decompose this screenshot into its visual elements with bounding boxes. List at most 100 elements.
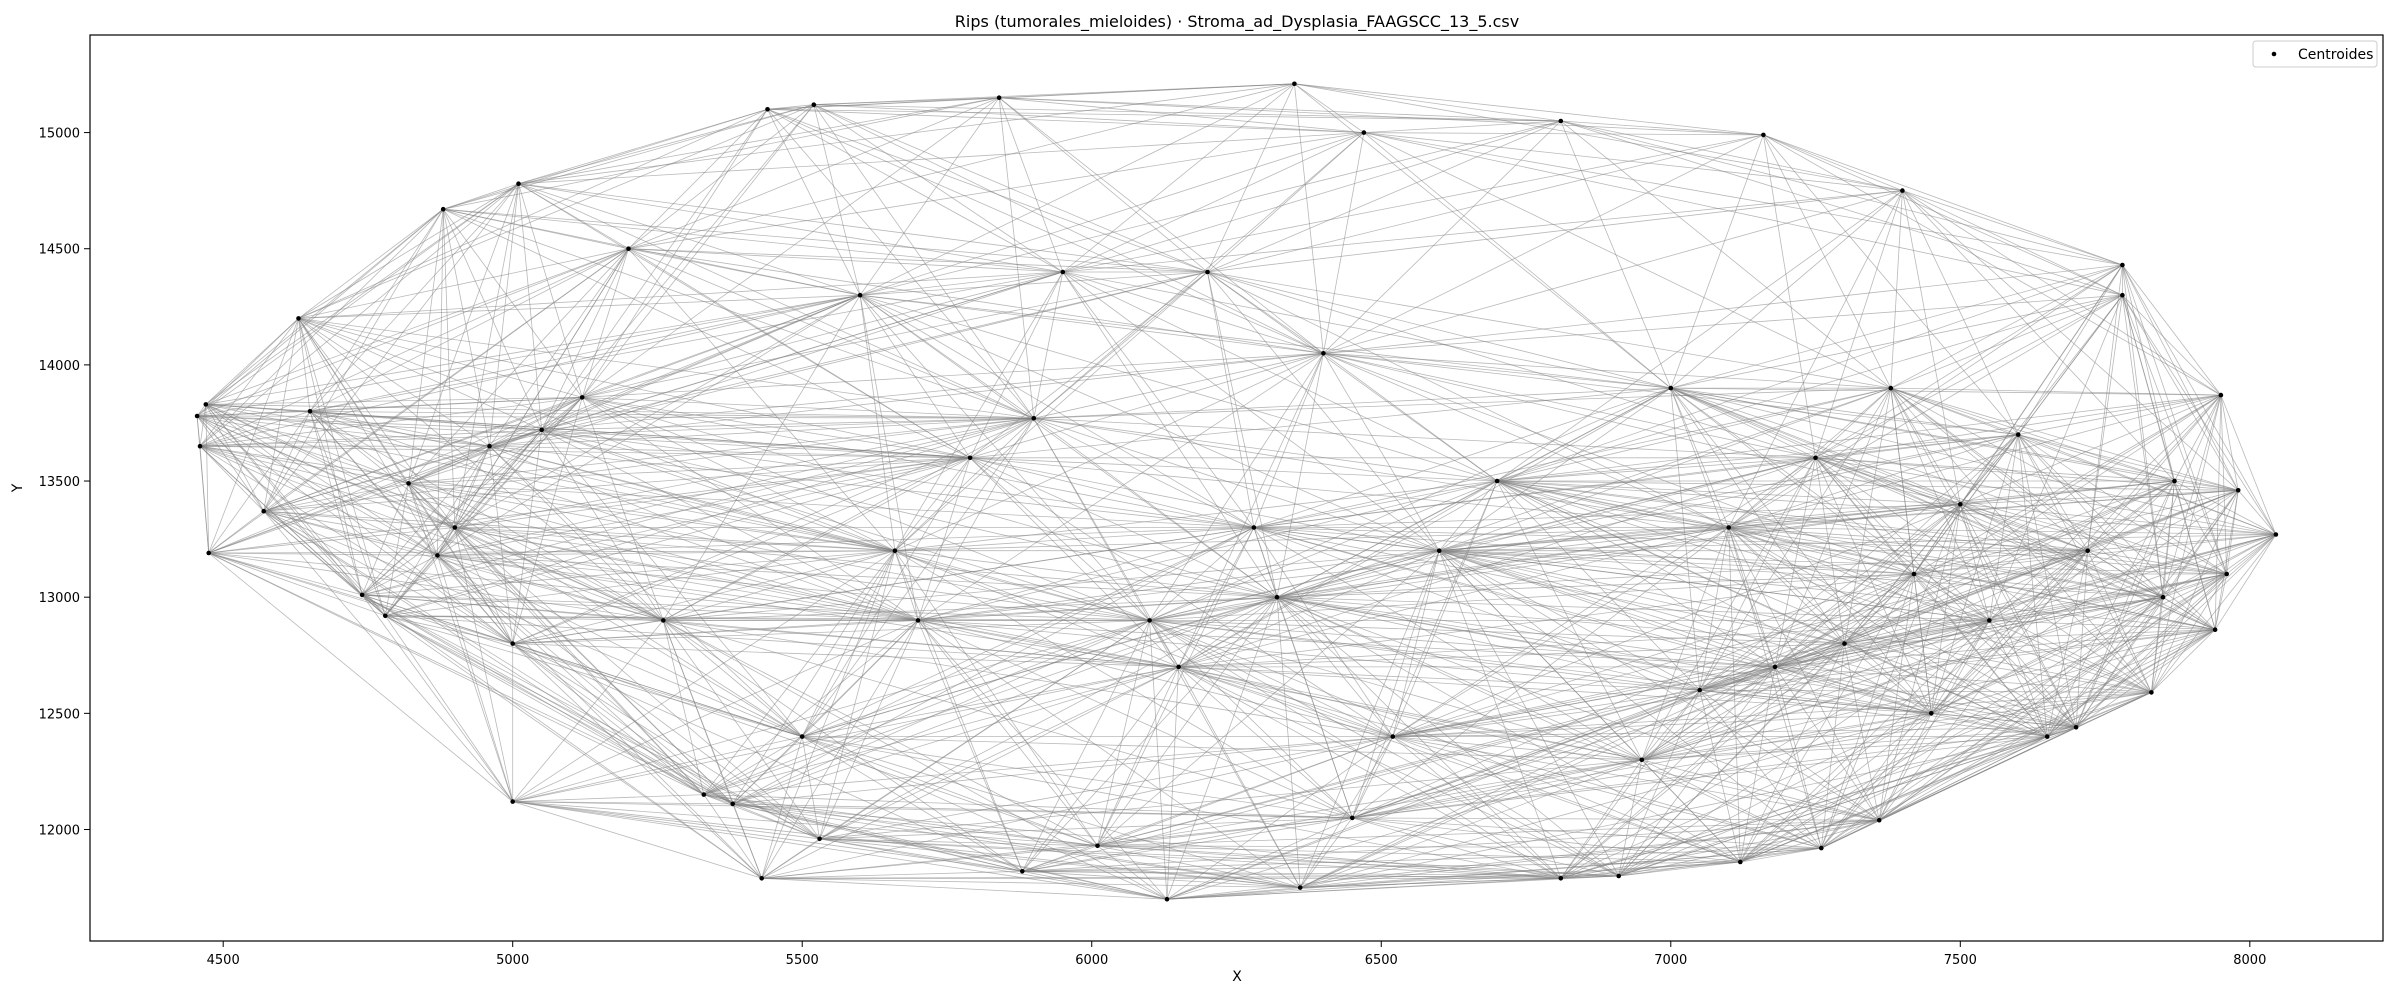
rips-edge-1125 — [1890, 190, 1903, 389]
legend: Centroides — [2252, 40, 2378, 68]
rips-edge-962 — [1670, 294, 2123, 389]
rips-edge-971 — [1699, 690, 1741, 863]
rips-edge-244 — [443, 108, 768, 210]
rips-edge-834 — [1392, 692, 2152, 737]
rips-edge-410 — [703, 620, 1150, 795]
rips-edge-1173 — [1931, 692, 2152, 714]
rips-edge-606 — [1062, 83, 1295, 273]
rips-edge-1235 — [2075, 629, 2216, 728]
x-axis-label: X — [1232, 969, 1242, 985]
rips-edge-778 — [1323, 352, 1729, 528]
rips-edge-819 — [1392, 689, 1700, 737]
rips-edge-902 — [1560, 712, 1932, 879]
rips-edge-1033 — [1763, 134, 1816, 458]
rips-edge-915 — [1618, 861, 1741, 877]
rips-edge-184 — [385, 615, 762, 879]
rips-edge-549 — [917, 620, 1700, 691]
centroid-point-35 — [1060, 269, 1066, 275]
rips-edge-726 — [1276, 597, 1301, 888]
rips-edge-607 — [1062, 271, 1324, 354]
rips-edge-1224 — [2047, 692, 2152, 737]
rips-edge-72 — [208, 483, 409, 554]
rips-edge-196 — [408, 445, 490, 484]
rips-edge-637 — [1149, 353, 1324, 621]
rips-edge-317 — [512, 801, 1023, 872]
rips-edge-707 — [1253, 353, 1324, 528]
rips-edge-1070 — [1815, 457, 2077, 728]
rips-edge-335 — [518, 83, 1295, 185]
rips-edge-360 — [581, 397, 919, 621]
centroid-point-15 — [510, 799, 515, 804]
rips-edge-107 — [263, 294, 861, 512]
rips-edge-1194 — [1960, 489, 2239, 505]
centroid-point-41 — [1251, 525, 1257, 530]
rips-edge-53 — [205, 404, 438, 556]
rips-edge-615 — [1097, 620, 1150, 846]
rips-edge-332 — [518, 183, 1034, 419]
rips-edge-318 — [512, 801, 1098, 847]
rips-edge-659 — [1166, 817, 1353, 900]
rips-edge-71 — [208, 552, 386, 617]
rips-edge-223 — [437, 555, 664, 621]
rips-edge-447 — [761, 875, 1619, 879]
rips-edge-865 — [1439, 534, 2276, 552]
rips-edge-266 — [454, 527, 919, 621]
rips-edge-1087 — [1820, 620, 1990, 849]
rips-edge-453 — [767, 108, 1208, 273]
rips-edge-495 — [819, 736, 1393, 840]
centroid-point-10 — [435, 553, 440, 558]
rips-edge-611 — [1062, 120, 1561, 273]
centroid-point-49 — [1436, 548, 1442, 553]
rips-edge-390 — [663, 457, 971, 621]
rips-edge-947 — [1670, 388, 1701, 691]
rips-edge-401 — [663, 550, 1440, 621]
rips-edge-949 — [1670, 134, 1764, 389]
centroid-point-72 — [2044, 734, 2050, 739]
rips-edge-148 — [309, 410, 919, 621]
rips-edge-1216 — [2018, 434, 2175, 482]
rips-edge-552 — [969, 417, 1035, 459]
rips-edge-875 — [1497, 480, 1915, 575]
rips-edge-757 — [1294, 83, 1764, 136]
rips-edge-877 — [1497, 480, 1961, 505]
rips-edge-1191 — [1960, 503, 2216, 631]
rips-edge-156 — [361, 445, 490, 596]
rips-edge-470 — [802, 736, 1301, 888]
rips-edge-862 — [1439, 550, 2216, 631]
rips-edge-1039 — [1763, 134, 2222, 396]
centroid-point-59 — [1761, 132, 1766, 138]
rips-edge-799 — [1352, 643, 1845, 819]
rips-edge-898 — [1560, 847, 1822, 879]
rips-edge-751 — [1276, 596, 2077, 728]
rips-edge-452 — [767, 108, 1063, 273]
rips-edge-657 — [1166, 597, 1278, 900]
rips-edge-241 — [442, 209, 543, 431]
rips-edge-585 — [1022, 689, 1700, 872]
rips-edge-1034 — [1763, 134, 1892, 389]
centroid-point-66 — [1900, 188, 1905, 193]
rips-edge-245 — [443, 104, 814, 210]
rips-edge-1189 — [1960, 503, 2164, 598]
rips-edge-1212 — [2017, 264, 2123, 435]
rips-edge-619 — [1097, 596, 1278, 847]
y-tick-label-12000: 12000 — [39, 823, 80, 838]
rips-edge-1273 — [2162, 394, 2222, 598]
rips-edge-138 — [309, 410, 456, 528]
rips-edge-1109 — [1844, 394, 2222, 644]
rips-edge-426 — [732, 803, 1168, 900]
rips-edge-579 — [1022, 870, 1301, 888]
rips-edge-396 — [663, 620, 1179, 668]
rips-edge-686 — [1178, 666, 1822, 849]
rips-edge-613 — [1062, 134, 1764, 273]
x-axis: 4500 5000 5500 6000 6500 7000 7500 8000 — [207, 941, 2266, 968]
rips-edge-1219 — [2017, 434, 2227, 575]
rips-edge-413 — [703, 527, 1255, 795]
rips-edge-207 — [408, 294, 861, 484]
rips-edge-507 — [859, 294, 1255, 528]
rips-edge-1256 — [2122, 264, 2277, 535]
rips-edge-1024 — [1740, 712, 1932, 863]
rips-edge-154 — [361, 555, 438, 596]
rips-edge-973 — [1699, 457, 1816, 691]
rips-edge-328 — [518, 104, 814, 185]
rips-edge-193 — [408, 483, 438, 556]
